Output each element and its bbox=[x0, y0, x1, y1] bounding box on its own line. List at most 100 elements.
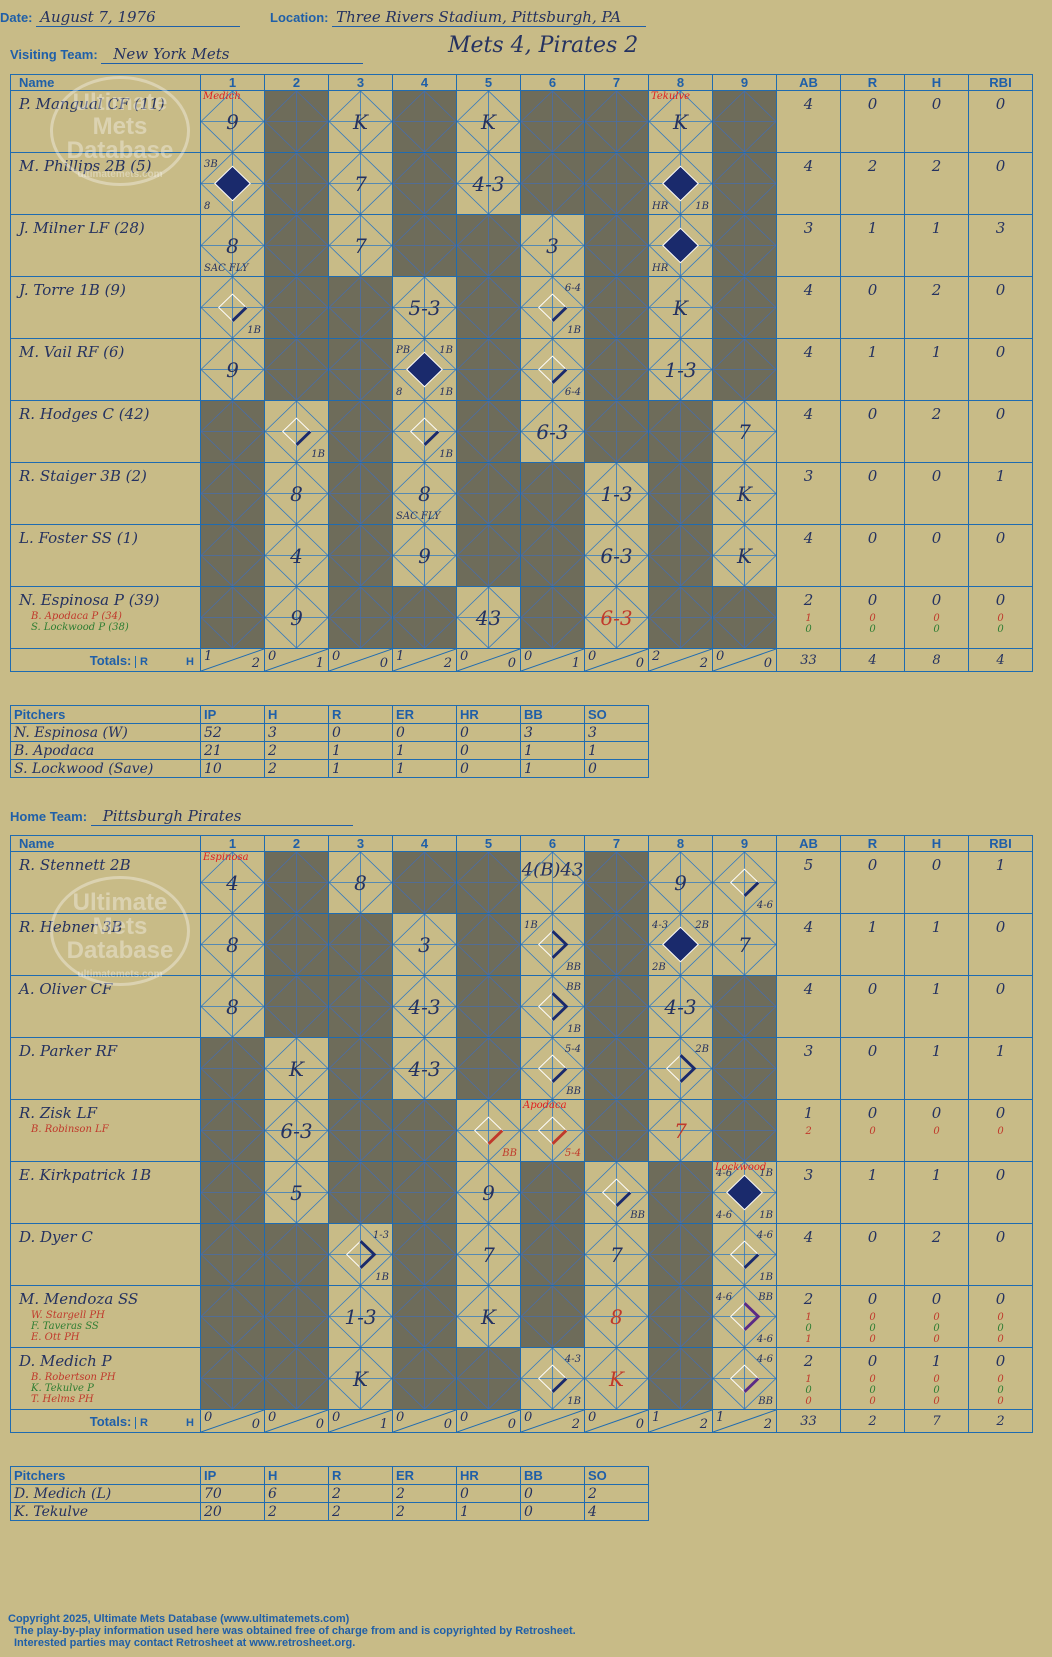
totals-text: Totals: bbox=[89, 652, 135, 668]
basepath-marker bbox=[538, 293, 568, 322]
stat-cell-ab: 4 bbox=[776, 276, 841, 339]
at-bat-cell bbox=[392, 1161, 457, 1224]
stat-value: 0 bbox=[995, 980, 1006, 998]
at-bat-cell bbox=[200, 1161, 265, 1224]
runs-total: 0 bbox=[524, 1410, 533, 1425]
cell-grid-lines bbox=[713, 852, 776, 913]
stat-header-rbi: RBI bbox=[968, 74, 1033, 91]
inning-header: 9 bbox=[712, 835, 777, 852]
cell-grid-lines bbox=[393, 852, 456, 913]
hits-total: 1 bbox=[571, 656, 580, 671]
at-bat-cell: 4-3 bbox=[392, 1037, 457, 1100]
hits-total: 2 bbox=[699, 1417, 708, 1432]
stat-value: 0 bbox=[995, 591, 1006, 609]
stat-cell-h: 0 bbox=[904, 524, 969, 587]
play-result: 3 bbox=[546, 233, 559, 258]
at-bat-cell bbox=[584, 1099, 649, 1162]
at-bat-cell bbox=[648, 1285, 713, 1348]
stat-header-rbi: RBI bbox=[968, 835, 1033, 852]
stat-total-r: 4 bbox=[840, 648, 905, 672]
batter-row: R. Hebner 3B 8 3 1B BB 4-3 2B 2B 7 4 1 1 0 bbox=[10, 913, 1033, 976]
pitcher-stat: 3 bbox=[584, 723, 649, 742]
cell-grid-lines bbox=[649, 277, 712, 338]
at-bat-cell: 5 bbox=[264, 1161, 329, 1224]
cell-grid-lines bbox=[649, 1100, 712, 1161]
at-bat-cell: 3B 8 bbox=[200, 152, 265, 215]
cell-grid-lines bbox=[393, 1038, 456, 1099]
at-bat-cell bbox=[264, 1347, 329, 1410]
at-bat-cell bbox=[520, 1161, 585, 1224]
pitcher-stat: 1 bbox=[392, 759, 457, 778]
batter-name: D. Dyer C bbox=[19, 1228, 93, 1246]
pitcher-column-header: R bbox=[328, 705, 393, 724]
cell-grid-lines bbox=[265, 525, 328, 586]
stat-cell-r: 0 bbox=[840, 975, 905, 1038]
pitcher-stat: 2 bbox=[328, 1484, 393, 1503]
home-team-row: Home Team: Pittsburgh Pirates bbox=[10, 807, 353, 826]
substitute-stat: 0 bbox=[869, 1385, 876, 1396]
at-bat-cell bbox=[520, 1285, 585, 1348]
at-bat-cell: 8 SAC FLY bbox=[200, 214, 265, 277]
cell-grid-lines bbox=[585, 1224, 648, 1285]
cell-grid-lines bbox=[329, 1162, 392, 1223]
total-divider bbox=[713, 649, 776, 671]
stat-header-ab: AB bbox=[776, 74, 841, 91]
basepath-marker bbox=[474, 1116, 504, 1145]
pitcher-stat: 0 bbox=[520, 1502, 585, 1521]
cell-grid-lines bbox=[393, 91, 456, 152]
at-bat-cell: 8 bbox=[264, 462, 329, 525]
runs-total: 0 bbox=[268, 1410, 277, 1425]
stat-cell-h: 1 bbox=[904, 214, 969, 277]
at-bat-cell: 6-4 bbox=[520, 338, 585, 401]
visiting-team-value: New York Mets bbox=[101, 45, 364, 64]
stat-cell-h: 2 bbox=[904, 276, 969, 339]
cell-grid-lines bbox=[393, 339, 456, 400]
at-bat-cell: 43 bbox=[456, 586, 521, 649]
total-divider bbox=[649, 649, 712, 671]
runs-total: 0 bbox=[460, 649, 469, 664]
visiting-team-row: Visiting Team: New York Mets bbox=[10, 45, 364, 64]
cell-grid-lines bbox=[393, 277, 456, 338]
stat-value: 4 bbox=[803, 343, 814, 361]
pitcher-stat: 0 bbox=[328, 723, 393, 742]
base-note: 4-6 bbox=[756, 1334, 773, 1345]
play-result: K bbox=[737, 481, 752, 506]
stat-value: 2 bbox=[931, 281, 942, 299]
date-label: Date: bbox=[0, 10, 33, 25]
play-result: 7 bbox=[674, 1118, 687, 1143]
stat-header-ab: AB bbox=[776, 835, 841, 852]
stat-cell-rbi: 0 bbox=[968, 400, 1033, 463]
substitute-stat: 0 bbox=[933, 624, 940, 635]
substitute-stat: 0 bbox=[933, 1396, 940, 1407]
total-divider bbox=[201, 649, 264, 671]
play-result: 8 bbox=[226, 994, 239, 1019]
at-bat-cell bbox=[648, 1161, 713, 1224]
stat-value: 1 bbox=[867, 219, 878, 237]
base-note: 2B bbox=[652, 962, 666, 973]
pitcher-change-note: Tekulve bbox=[651, 91, 691, 103]
stat-value: 0 bbox=[867, 1042, 878, 1060]
substitutes: B. Robertson PH K. Tekulve P T. Helms PH bbox=[19, 1372, 200, 1405]
stat-value: 0 bbox=[931, 529, 942, 547]
stat-cell-ab: 5 bbox=[776, 851, 841, 914]
pitcher-column-header: H bbox=[264, 1466, 329, 1485]
at-bat-cell bbox=[712, 1099, 777, 1162]
cell-grid-lines bbox=[201, 153, 264, 214]
runs-total: 0 bbox=[588, 649, 597, 664]
base-note: 2B bbox=[695, 920, 709, 931]
substitute-stats: 0 bbox=[841, 1126, 904, 1137]
watermark-logo: Ultimate Mets Database ultimatemets.com bbox=[50, 76, 190, 186]
base-note: 4-6 bbox=[756, 900, 773, 911]
stat-value: 0 bbox=[995, 529, 1006, 547]
substitutes: W. Stargell PH F. Taveras SS E. Ott PH bbox=[19, 1310, 200, 1343]
batter-name: E. Kirkpatrick 1B bbox=[19, 1166, 152, 1184]
